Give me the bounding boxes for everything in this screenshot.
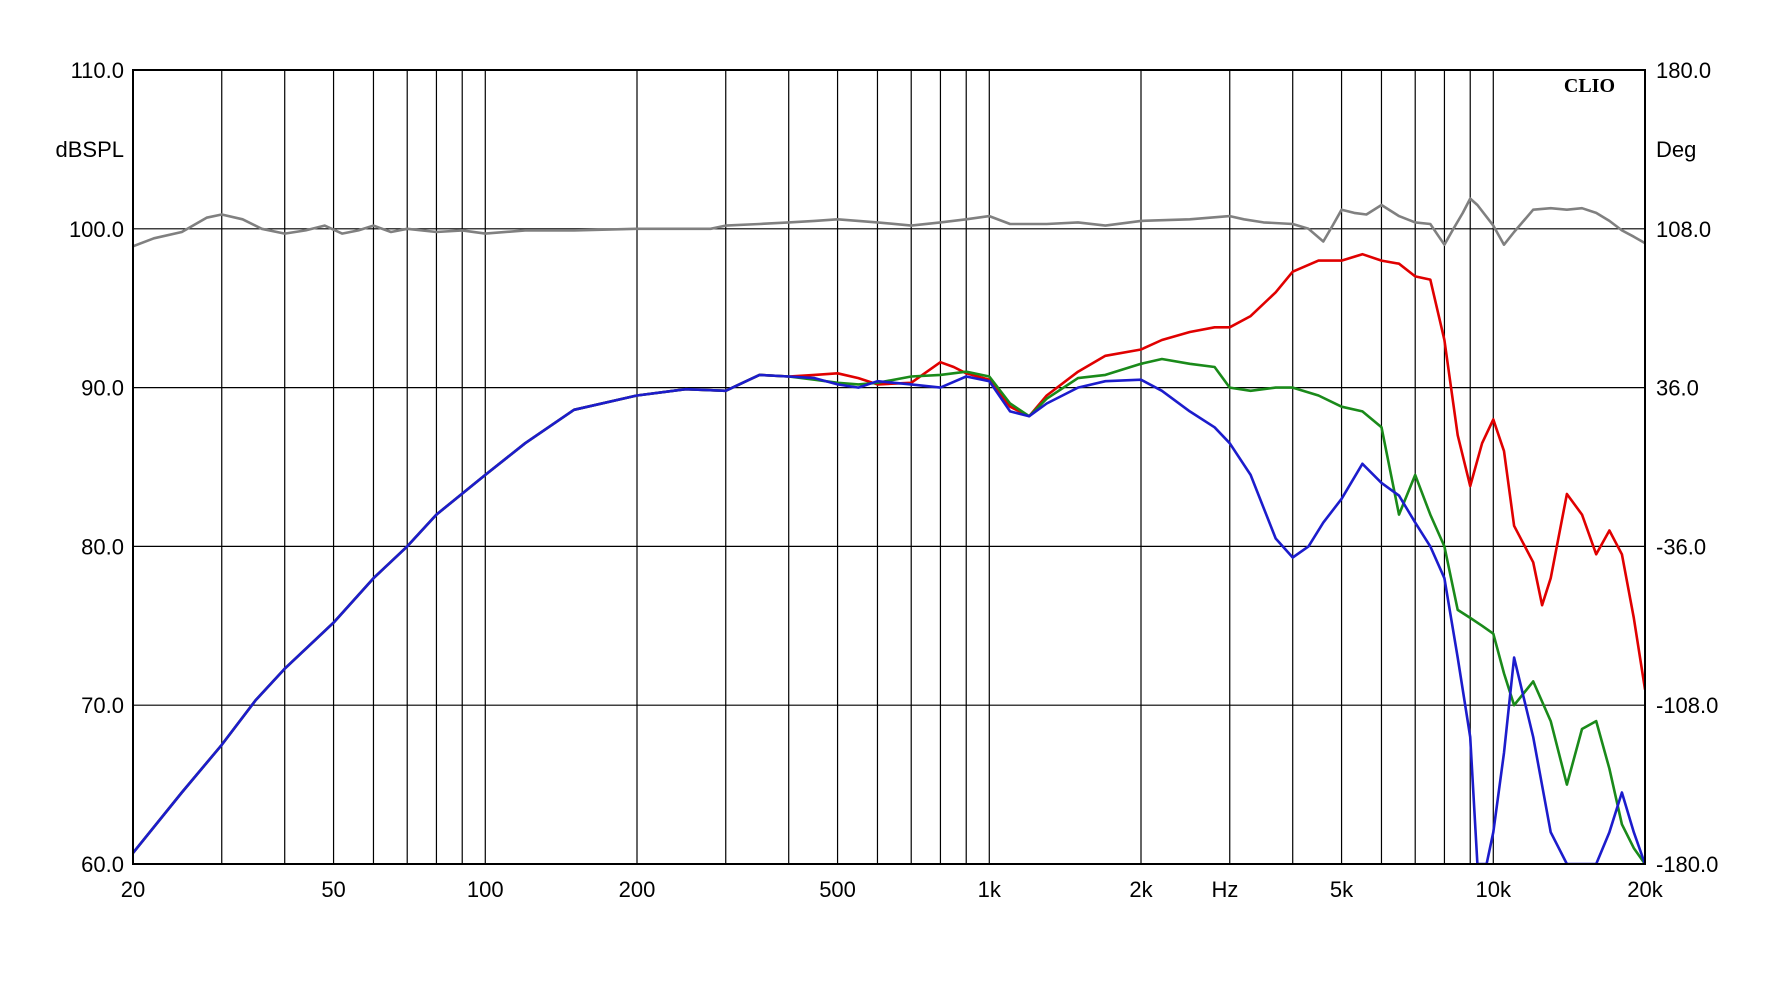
clio-brand-logo: CLIO (1564, 75, 1615, 97)
right-axis-unit: Deg (1656, 137, 1696, 162)
left-axis-ticks: 60.0 70.0 80.0 90.0 100.0 110.0 (69, 58, 124, 877)
x-tick-label-3: 200 (619, 877, 656, 902)
series-line-0 (133, 197, 1645, 248)
left-axis-unit: dBSPL (56, 137, 125, 162)
series-line-3 (133, 373, 1645, 864)
x-tick-label-9: 20k (1627, 877, 1663, 902)
x-axis-unit: Hz (1212, 877, 1239, 902)
left-tick-label-2: 80.0 (81, 534, 124, 559)
x-tick-label-8: 10k (1476, 877, 1512, 902)
x-axis-ticks: 20 50 100 200 500 1k 2k 5k 10k 20k (121, 877, 1664, 902)
right-tick-label-3: 36.0 (1656, 376, 1699, 401)
x-tick-label-0: 20 (121, 877, 145, 902)
x-tick-label-2: 100 (467, 877, 504, 902)
x-gridlines (132, 70, 1646, 864)
left-tick-label-0: 60.0 (81, 852, 124, 877)
left-tick-label-1: 70.0 (81, 693, 124, 718)
left-tick-label-3: 90.0 (81, 376, 124, 401)
right-tick-label-2: -36.0 (1656, 534, 1706, 559)
plot-frame (132, 69, 1646, 865)
right-tick-label-0: -180.0 (1656, 852, 1718, 877)
left-tick-label-4: 100.0 (69, 217, 124, 242)
right-tick-label-4: 108.0 (1656, 217, 1711, 242)
x-tick-label-7: 5k (1330, 877, 1354, 902)
x-tick-label-1: 50 (321, 877, 345, 902)
series-layer (133, 197, 1645, 864)
x-tick-label-5: 1k (978, 877, 1002, 902)
x-tick-label-4: 500 (819, 877, 856, 902)
x-tick-label-6: 2k (1129, 877, 1153, 902)
right-axis-ticks: -180.0 -108.0 -36.0 36.0 108.0 180.0 (1656, 58, 1718, 877)
right-tick-label-1: -108.0 (1656, 693, 1718, 718)
left-tick-label-5: 110.0 (71, 58, 124, 83)
right-tick-label-5: 180.0 (1656, 58, 1711, 83)
